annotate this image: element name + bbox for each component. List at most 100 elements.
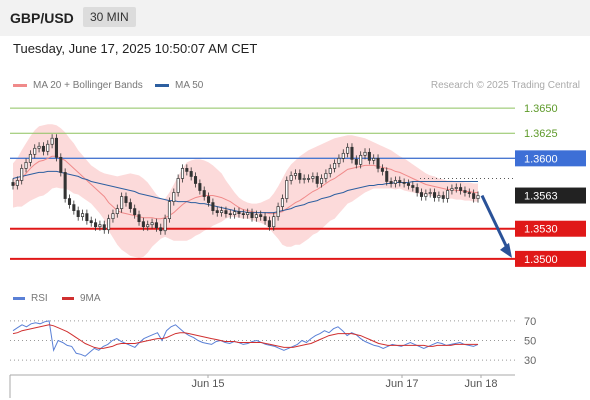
candle-body bbox=[63, 172, 67, 199]
candle-body bbox=[354, 159, 358, 165]
candle-body bbox=[437, 195, 441, 198]
candle-body bbox=[285, 180, 289, 199]
candle-body bbox=[33, 147, 37, 155]
candle-body bbox=[124, 196, 128, 203]
x-tick-label: Jun 17 bbox=[385, 378, 418, 390]
timeframe-badge[interactable]: 30 MIN bbox=[83, 7, 136, 27]
candle-body bbox=[59, 156, 63, 173]
legend-rsi-swatch bbox=[13, 296, 25, 300]
candle-body bbox=[246, 212, 250, 215]
candle-body bbox=[472, 193, 476, 199]
candle-body bbox=[111, 213, 115, 220]
candle-body bbox=[415, 187, 419, 193]
candle-body bbox=[72, 204, 76, 211]
candle-body bbox=[328, 168, 332, 174]
candle-body bbox=[441, 195, 445, 199]
candle-body bbox=[50, 137, 54, 145]
candle-body bbox=[146, 224, 150, 228]
bollinger-band bbox=[13, 124, 478, 258]
candle-body bbox=[228, 213, 232, 215]
candle-body bbox=[224, 210, 228, 214]
level-label-1.3650: 1.3650 bbox=[524, 103, 558, 115]
candle-body bbox=[454, 187, 458, 189]
legend-rsi-label: RSI bbox=[31, 293, 48, 304]
candle-body bbox=[120, 196, 124, 209]
candle-body bbox=[463, 190, 467, 193]
legend-rsi: RSI bbox=[13, 293, 48, 304]
candle-body bbox=[450, 188, 454, 191]
candle-body bbox=[324, 173, 328, 179]
candle-body bbox=[11, 182, 15, 186]
candle-body bbox=[198, 183, 202, 191]
candle-body bbox=[311, 176, 315, 179]
candle-body bbox=[293, 173, 298, 176]
candle-body bbox=[298, 173, 302, 180]
candle-body bbox=[107, 218, 111, 231]
rsi-tick-30: 30 bbox=[524, 355, 536, 367]
candle-body bbox=[263, 216, 267, 222]
candle-body bbox=[159, 227, 163, 232]
candle-body bbox=[193, 176, 198, 184]
candle-body bbox=[467, 192, 471, 194]
candle-body bbox=[215, 210, 219, 213]
candle-body bbox=[276, 206, 280, 218]
candle-body bbox=[289, 175, 293, 181]
candle-body bbox=[80, 213, 85, 218]
level-label-1.3625: 1.3625 bbox=[524, 128, 558, 140]
level-tag-1.3500 bbox=[515, 250, 586, 267]
candle-body bbox=[372, 157, 376, 161]
last-price-label: 1.3563 bbox=[524, 191, 558, 203]
candle-body bbox=[302, 178, 306, 180]
level-tag-1.3600 bbox=[515, 150, 586, 167]
level-label-1.3530: 1.3530 bbox=[524, 224, 558, 236]
candle-body bbox=[272, 216, 276, 228]
candle-body bbox=[233, 211, 237, 215]
rsi-9ma-line bbox=[12, 324, 478, 349]
candle-body bbox=[359, 154, 363, 165]
candle-body bbox=[476, 195, 480, 199]
candle-body bbox=[180, 168, 185, 179]
candle-body bbox=[350, 146, 354, 160]
candle-body bbox=[98, 224, 102, 228]
instrument-title: GBP/USD bbox=[10, 10, 74, 26]
timestamp: Tuesday, June 17, 2025 10:50:07 AM CET bbox=[13, 41, 258, 56]
candle-body bbox=[241, 213, 245, 215]
candle-body bbox=[376, 157, 380, 169]
candle-body bbox=[398, 180, 402, 183]
candle-body bbox=[46, 143, 50, 152]
candle-body bbox=[393, 180, 397, 184]
last-price-tag bbox=[515, 187, 586, 204]
candle-body bbox=[250, 212, 254, 219]
candle-body bbox=[341, 152, 345, 159]
candle-body bbox=[389, 181, 393, 184]
forecast-arrow-shaft bbox=[480, 194, 510, 251]
candle-body bbox=[267, 220, 271, 228]
legend-ma50-swatch bbox=[155, 83, 169, 87]
credit-text: Research © 2025 Trading Central bbox=[430, 80, 580, 91]
candle-body bbox=[37, 145, 41, 149]
rsi-line bbox=[12, 320, 479, 357]
candle-body bbox=[150, 222, 154, 226]
legend-ma20-swatch bbox=[13, 83, 27, 87]
candle-body bbox=[24, 162, 28, 169]
candle-body bbox=[54, 137, 58, 158]
candle-body bbox=[411, 185, 415, 188]
candle-body bbox=[419, 192, 424, 197]
candle-body bbox=[237, 211, 241, 214]
candle-body bbox=[406, 183, 411, 186]
candle-body bbox=[424, 193, 428, 197]
candles bbox=[11, 134, 480, 235]
level-label-1.3500: 1.3500 bbox=[524, 254, 558, 266]
candle-body bbox=[346, 146, 350, 154]
candle-body bbox=[363, 151, 367, 156]
candle-body bbox=[220, 210, 224, 213]
legend-ma50-label: MA 50 bbox=[175, 80, 204, 91]
candle-body bbox=[141, 221, 145, 228]
candle-body bbox=[259, 214, 263, 218]
legend-ma20: MA 20 + Bollinger Bands bbox=[13, 80, 143, 91]
forecast-arrow-head bbox=[500, 242, 512, 258]
rsi-tick-50: 50 bbox=[524, 336, 536, 348]
x-tick-label: Jun 15 bbox=[191, 378, 224, 390]
candle-body bbox=[41, 145, 45, 152]
